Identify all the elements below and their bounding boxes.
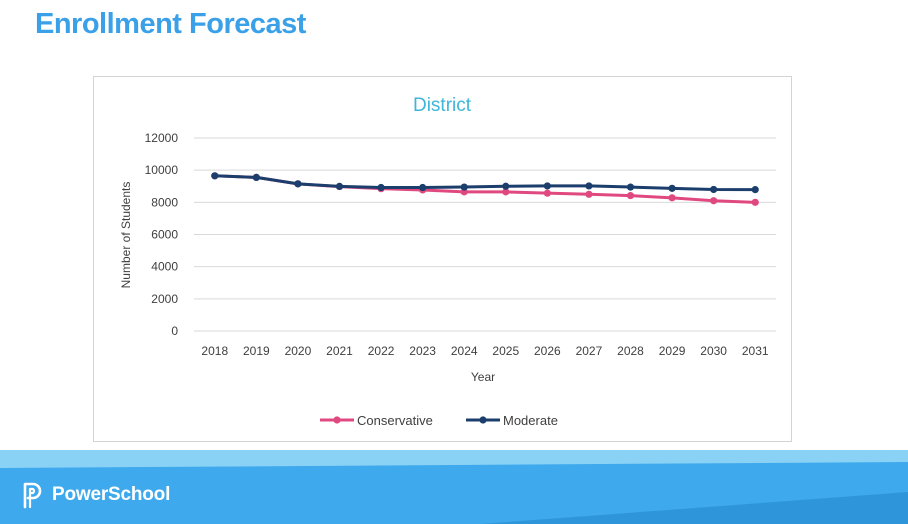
- footer-main-wave: [0, 462, 908, 524]
- y-tick-label: 4000: [151, 260, 178, 274]
- y-tick-labels: 0 2000 4000 6000 8000 10000 12000: [145, 131, 179, 338]
- data-point-moderate: [460, 183, 468, 191]
- x-tick-label: 2029: [659, 344, 686, 358]
- data-point-moderate: [419, 183, 427, 192]
- line-chart: District 0 2000 4000 6000 8000 10000 12000 201…: [119, 95, 776, 428]
- data-point-moderate: [543, 182, 551, 190]
- data-point-moderate: [294, 180, 302, 188]
- data-point-moderate: [585, 182, 593, 190]
- slide-title: Enrollment Forecast: [35, 8, 306, 40]
- data-point-moderate: [502, 182, 510, 190]
- chart-legend: Conservative Moderate: [320, 413, 558, 428]
- data-point-conservative: [751, 198, 759, 206]
- chart-frame: District 0 2000 4000 6000 8000 10000 12000 201…: [93, 76, 792, 442]
- y-tick-label: 8000: [151, 195, 178, 209]
- x-tick-labels: 2018 2019 2020 2021 2022 2023 2024 2025 2026 2027…: [201, 344, 768, 358]
- data-point-moderate: [252, 173, 260, 182]
- brand-name: PowerSchool: [52, 484, 171, 505]
- x-tick-label: 2020: [285, 344, 312, 358]
- data-point-moderate: [710, 185, 718, 194]
- x-axis-label: Year: [471, 370, 495, 384]
- x-tick-label: 2030: [700, 344, 727, 358]
- data-point-moderate: [377, 183, 385, 192]
- y-tick-label: 12000: [145, 131, 179, 145]
- data-point-conservative: [543, 189, 551, 197]
- data-point-conservative: [585, 190, 593, 198]
- legend-marker-moderate: [479, 416, 487, 424]
- x-tick-label: 2028: [617, 344, 644, 358]
- y-tick-label: 2000: [151, 292, 178, 306]
- powerschool-logo-icon: [23, 482, 42, 509]
- data-point-moderate: [335, 182, 344, 191]
- x-tick-label: 2021: [326, 344, 353, 358]
- x-tick-label: 2018: [201, 344, 228, 358]
- y-tick-label: 0: [171, 324, 178, 338]
- data-point-conservative: [710, 197, 718, 205]
- footer-dark-wave: [480, 492, 908, 524]
- series-line-moderate: [214, 174, 756, 192]
- legend-label-moderate: Moderate: [503, 413, 558, 428]
- x-tick-label: 2027: [576, 344, 603, 358]
- x-tick-label: 2031: [742, 344, 769, 358]
- data-point-moderate: [626, 183, 635, 191]
- data-point-conservative: [668, 194, 676, 202]
- gridlines: [194, 137, 776, 332]
- data-point-moderate: [211, 172, 219, 180]
- series-lines: [211, 172, 759, 206]
- x-tick-label: 2019: [243, 344, 270, 358]
- data-point-conservative: [502, 188, 510, 196]
- x-tick-label: 2026: [534, 344, 561, 358]
- footer-band: [0, 450, 908, 524]
- data-point-moderate: [668, 184, 676, 192]
- x-tick-label: 2024: [451, 344, 478, 358]
- brand: PowerSchool: [22, 481, 170, 509]
- legend-marker-conservative: [333, 416, 341, 424]
- y-tick-label: 6000: [151, 228, 178, 242]
- x-tick-label: 2022: [368, 344, 395, 358]
- legend-label-conservative: Conservative: [357, 413, 433, 428]
- chart-title: District: [413, 95, 472, 116]
- data-point-moderate: [751, 186, 759, 194]
- y-tick-label: 10000: [145, 163, 179, 177]
- data-point-conservative: [626, 191, 635, 200]
- x-tick-label: 2025: [492, 344, 519, 358]
- x-tick-label: 2023: [409, 344, 436, 358]
- y-axis-label: Number of Students: [119, 182, 133, 289]
